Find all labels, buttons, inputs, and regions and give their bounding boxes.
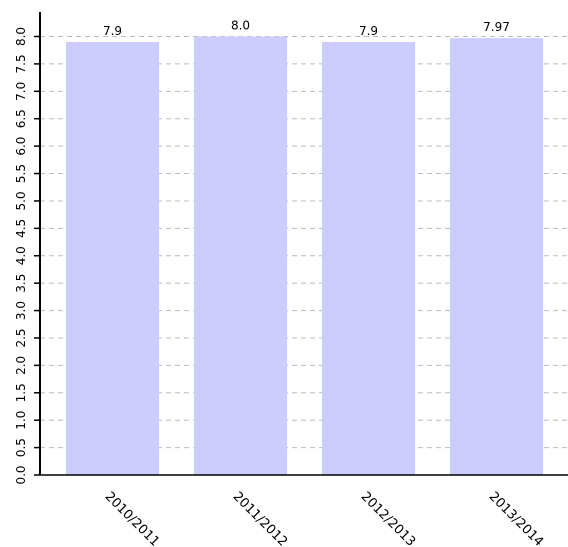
y-tick-label: 4.5 [14,219,28,238]
bar [450,38,543,475]
y-tick-label: 5.0 [14,191,28,210]
y-axis-ticks: 0.0 0.5 1.0 1.5 2.0 2.5 3.0 3.5 4.0 4.5 5.0 5.5 6.0 6… [14,27,40,485]
bar [66,41,159,475]
x-axis-labels: 2010/2011 2011/2012 2012/2013 2013/2014 [102,489,547,547]
bar-value-label: 8.0 [231,19,250,33]
y-tick-label: 6.5 [14,109,28,128]
y-tick-label: 0.5 [14,438,28,457]
y-tick-label: 7.0 [14,82,28,101]
y-tick-label: 1.5 [14,383,28,402]
x-tick-label: 2011/2012 [230,489,291,547]
y-tick-label: 2.0 [14,356,28,375]
x-tick-label: 2010/2011 [102,489,163,547]
x-tick-label: 2013/2014 [486,489,547,547]
y-tick-label: 1.0 [14,411,28,430]
bar-value-label: 7.9 [359,24,378,38]
y-tick-label: 3.0 [14,301,28,320]
y-tick-label: 0.0 [14,465,28,484]
bar-value-labels: 7.9 8.0 7.9 7.97 [103,19,510,38]
y-tick-label: 6.0 [14,137,28,156]
y-tick-label: 4.0 [14,246,28,265]
y-tick-label: 7.5 [14,54,28,73]
y-tick-label: 8.0 [14,27,28,46]
y-tick-label: 2.5 [14,328,28,347]
bar-value-label: 7.9 [103,24,122,38]
bar [322,41,415,475]
axes [39,12,568,476]
bars [66,36,543,475]
y-tick-label: 3.5 [14,274,28,293]
y-tick-label: 5.5 [14,164,28,183]
grid-lines [40,36,568,476]
x-tick-label: 2012/2013 [358,489,419,547]
bar-value-label: 7.97 [483,20,510,34]
bar [194,36,287,475]
